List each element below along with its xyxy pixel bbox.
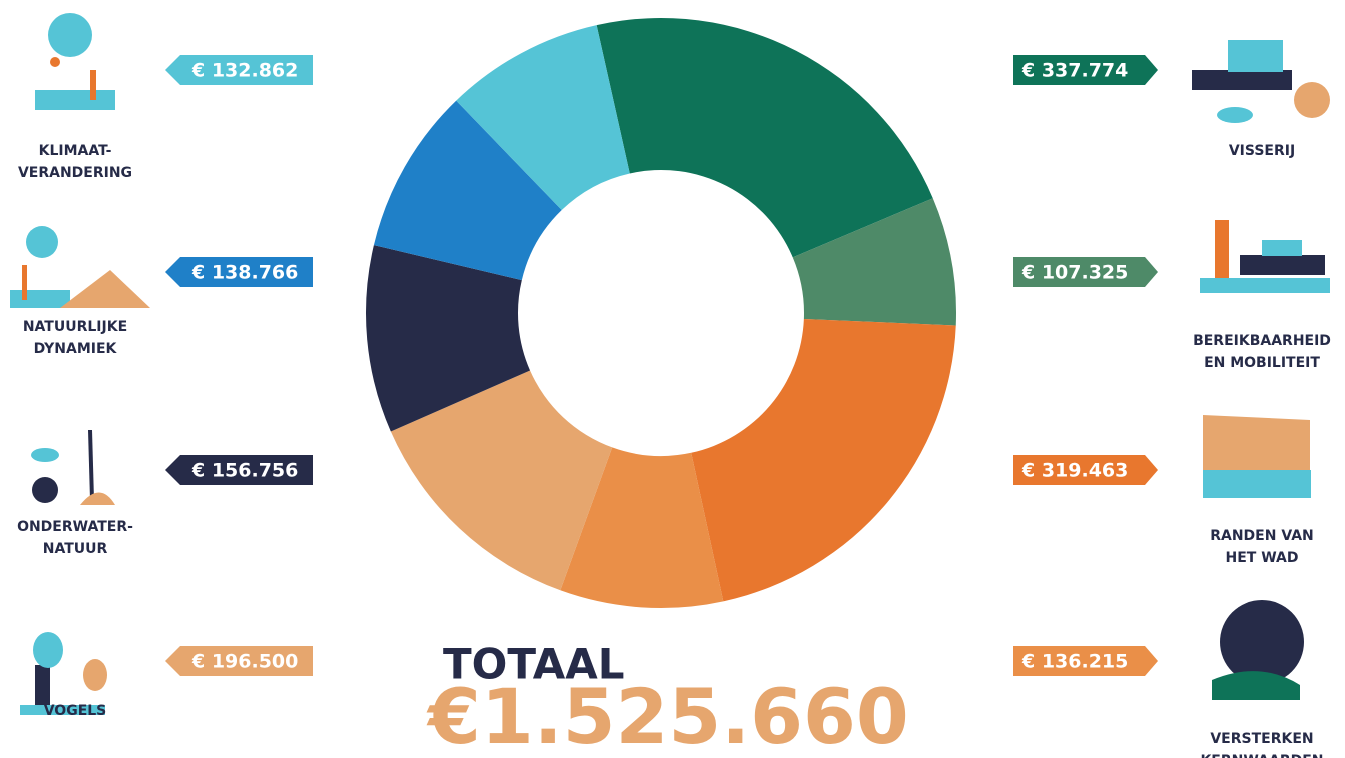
- icon-dynamiek: [10, 226, 150, 308]
- category-name: VOGELS: [0, 700, 165, 722]
- value-label: € 107.325: [1021, 262, 1128, 284]
- icon-bereikbaarheid: [1200, 220, 1330, 293]
- total-value: €1.525.660: [426, 672, 909, 758]
- icon-onderwater: [31, 430, 115, 505]
- category-name: VISSERIJ: [1172, 140, 1345, 162]
- value-label: € 138.766: [191, 262, 298, 284]
- value-label: € 156.756: [191, 460, 298, 482]
- category-name: BEREIKBAARHEID EN MOBILITEIT: [1172, 330, 1345, 374]
- category-name: RANDEN VAN HET WAD: [1172, 525, 1345, 569]
- value-label: € 196.500: [191, 651, 298, 673]
- icon-werelderfgoed: [1212, 600, 1304, 700]
- value-label: € 319.463: [1021, 460, 1128, 482]
- icon-randen: [1203, 415, 1311, 498]
- category-name: VERSTERKEN KERNWAARDEN WERELDERFGOED: [1172, 728, 1345, 758]
- value-label: € 136.215: [1021, 651, 1128, 673]
- icon-visserij: [1192, 40, 1330, 123]
- value-label: € 337.774: [1021, 60, 1128, 82]
- chart: TOTAAL €1.525.660 € 337.774€ 107.325€ 31…: [0, 0, 1345, 758]
- icon-klimaat: [35, 13, 115, 110]
- category-name: ONDERWATER- NATUUR: [0, 516, 165, 560]
- donut-segment: [691, 319, 956, 601]
- category-name: NATUURLIJKE DYNAMIEK: [0, 316, 165, 360]
- category-name: KLIMAAT- VERANDERING: [0, 140, 165, 184]
- value-label: € 132.862: [191, 60, 298, 82]
- infographic: TOTAAL €1.525.660 € 337.774€ 107.325€ 31…: [0, 0, 1345, 758]
